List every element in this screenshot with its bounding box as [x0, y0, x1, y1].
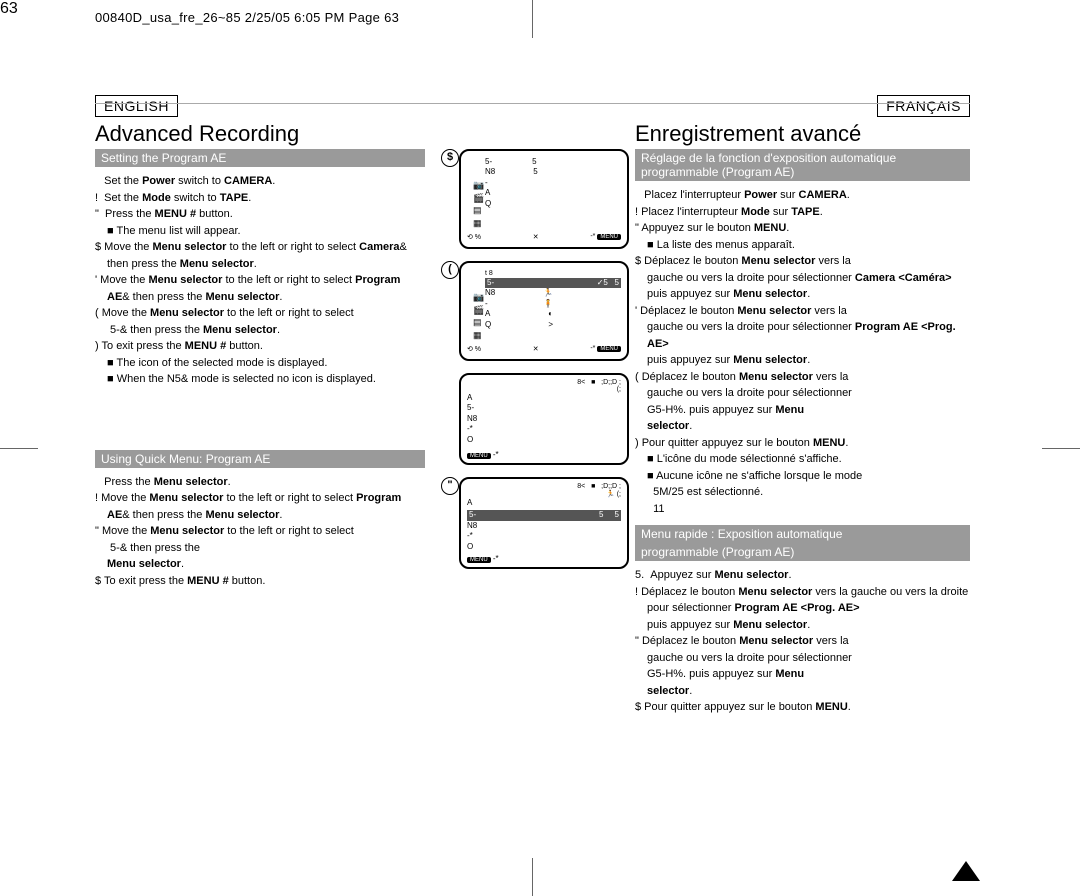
lang-english: ENGLISH [95, 95, 178, 117]
section-quickmenu-fr-2: programmable (Program AE) [635, 543, 970, 561]
screen-camera-mode: 📷🎬▤▦ 5-5 N85 - A Q ⟲ %✕-* MENU [459, 149, 629, 249]
label-6-icon: ( [441, 261, 459, 279]
screens-column: $ 📷🎬▤▦ 5-5 N85 - A Q [435, 95, 635, 716]
screen-program-ae: 📷🎬▤▦ t 8 5-✓5 5 N8🏃 -🧍 A◐ Q> ⟲ [459, 261, 629, 361]
steps1-fr: Placez l'interrupteur Power sur CAMERA. … [635, 187, 970, 517]
title-fr: Enregistrement avancé [635, 121, 970, 147]
screen-quick-2: 8< ■ ;D;;D ; 🏃 (; A 5-5 5 N8 -* O MENU -… [459, 477, 629, 569]
lang-french: FRANÇAIS [877, 95, 970, 117]
section-quickmenu-en: Using Quick Menu: Program AE [95, 450, 425, 468]
label-blank-icon [441, 373, 459, 391]
label-4-icon: $ [441, 149, 459, 167]
print-header: 00840D_usa_fre_26~85 2/25/05 6:05 PM Pag… [95, 10, 970, 25]
steps2-fr: 5. Appuyez sur Menu selector. ! Déplacez… [635, 567, 970, 716]
steps1-en: Set the Power switch to CAMERA. ! Set th… [95, 173, 425, 388]
title-en: Advanced Recording [95, 121, 425, 147]
english-column: ENGLISH Advanced Recording Setting the P… [95, 95, 435, 716]
section-setting-ae-fr: Réglage de la fonction d'exposition auto… [635, 149, 970, 181]
french-column: FRANÇAIS Enregistrement avancé Réglage d… [635, 95, 970, 716]
section-quickmenu-fr: Menu rapide : Exposition automatique [635, 525, 970, 543]
steps2-en: Press the Menu selector. ! Move the Menu… [95, 474, 425, 590]
screen-quick-1: 8< ■ ;D;;D ; (; A 5- N8 -* O MENU -* [459, 373, 629, 465]
label-3-icon: " [441, 477, 459, 495]
page-number-badge [952, 861, 980, 881]
section-setting-ae-en: Setting the Program AE [95, 149, 425, 167]
